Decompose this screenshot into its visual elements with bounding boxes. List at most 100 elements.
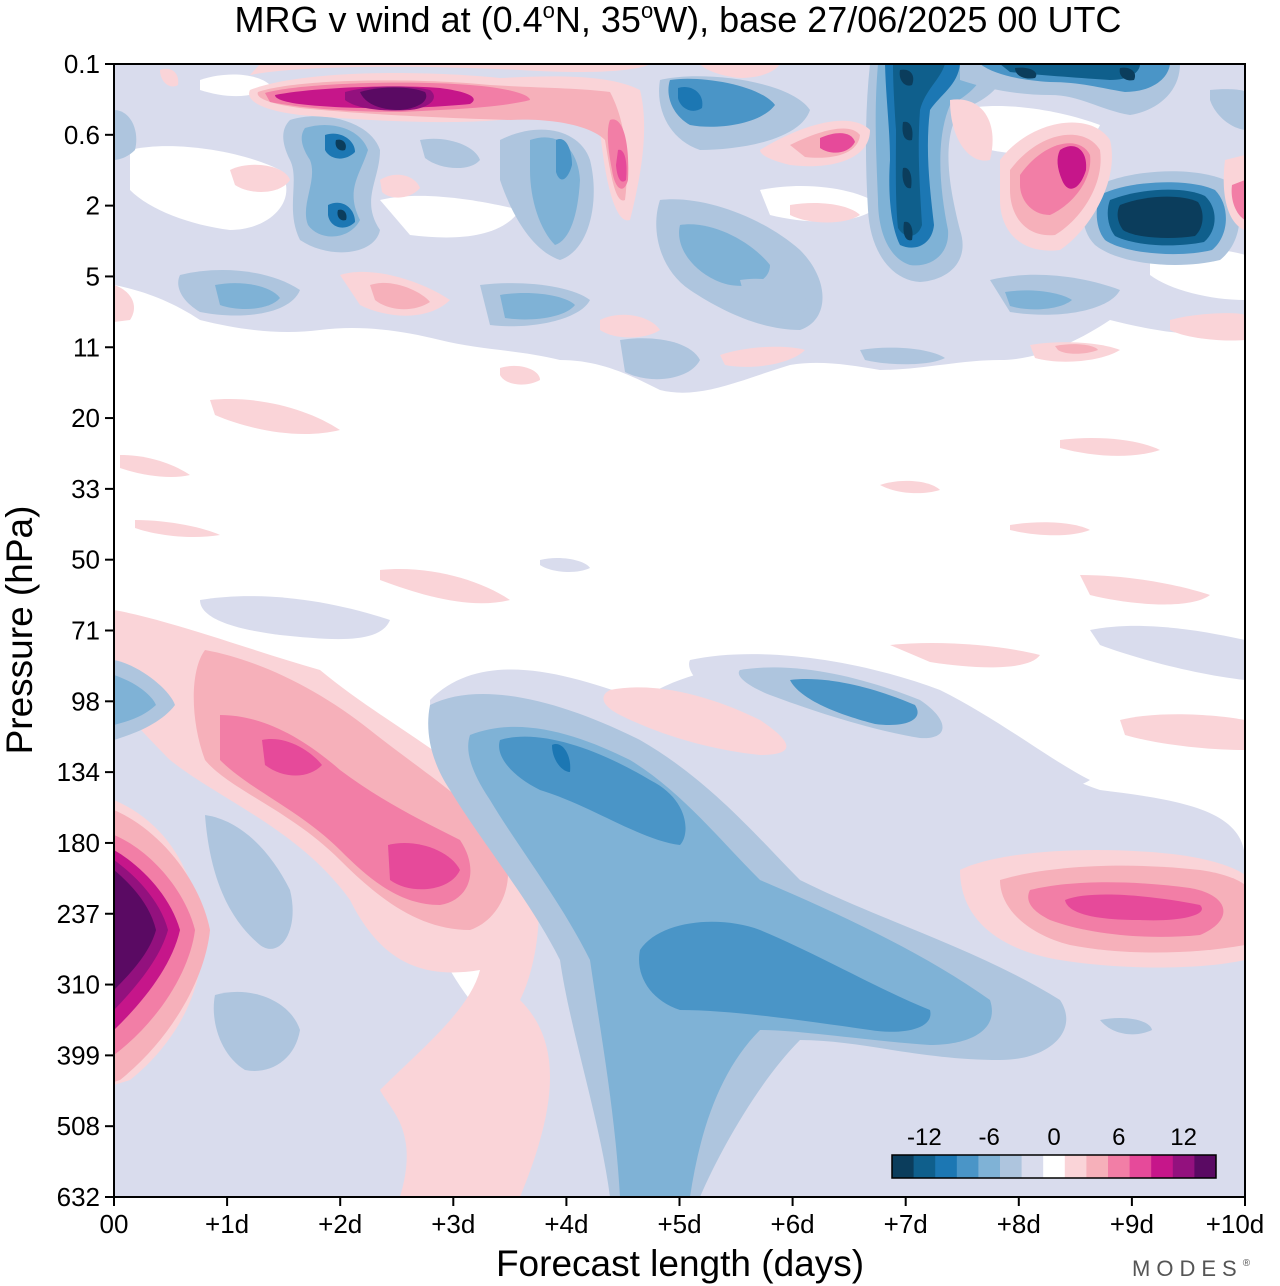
colorbar-swatch — [1194, 1155, 1217, 1178]
contour-pos-1 — [1080, 575, 1210, 605]
contour-neg-5 — [678, 86, 703, 111]
colorbar-swatch — [913, 1155, 936, 1178]
contour-neg-7 — [902, 167, 912, 189]
contour-neg-2 — [740, 278, 810, 318]
colorbar-label: 12 — [1170, 1124, 1197, 1151]
contour-pos-3 — [1231, 180, 1245, 220]
contour-neg-1 — [1090, 625, 1245, 680]
x-tick-label: +4d — [544, 1209, 588, 1239]
y-axis-title: Pressure (hPa) — [0, 506, 40, 755]
contour-neg-2 — [114, 110, 137, 160]
contour-neg-4 — [639, 921, 931, 1032]
x-tick-label: +8d — [997, 1209, 1041, 1239]
contour-neg-2 — [213, 991, 300, 1071]
colorbar-swatch — [1151, 1155, 1174, 1178]
chart-title: MRG v wind at (0.4oN, 35oW), base 27/06/… — [235, 0, 1122, 40]
contour-neg-2 — [1100, 1018, 1152, 1035]
y-tick-label: 0.1 — [64, 49, 100, 79]
contour-pos-7 — [360, 87, 427, 110]
x-tick-label: +10d — [1206, 1209, 1265, 1239]
colorbar-swatch — [1086, 1155, 1109, 1178]
contour-neg-7 — [1015, 67, 1037, 79]
contour-pos-1 — [1120, 714, 1245, 750]
colorbar-swatch — [935, 1155, 958, 1178]
contour-neg-3 — [114, 675, 156, 725]
contour-pos-1 — [1010, 522, 1090, 536]
y-tick-label: 11 — [73, 332, 100, 362]
y-tick-label: 310 — [57, 970, 100, 1000]
contour-neg-7 — [1117, 196, 1203, 238]
contour-pos-1 — [120, 455, 190, 478]
colorbar-swatch — [1129, 1155, 1152, 1178]
x-tick-label: +1d — [205, 1209, 249, 1239]
contour-neg-1 — [200, 596, 390, 640]
colorbar-swatch — [1021, 1155, 1044, 1178]
x-tick-label: +3d — [431, 1209, 475, 1239]
contour-pos-1 — [250, 64, 650, 75]
contour-pos-1 — [880, 480, 940, 494]
y-tick-label: 134 — [57, 757, 100, 787]
x-axis: 00 +1d +2d +3d +4d +5d +6d +7d +8d +9d +10d — [100, 1197, 1265, 1239]
y-tick-label: 20 — [71, 403, 100, 433]
colorbar-frame — [891, 1154, 1217, 1179]
contour-pos-1 — [600, 314, 660, 338]
y-tick-label: 71 — [71, 616, 100, 646]
contour-neg-4 — [790, 679, 918, 726]
contour-neg-3 — [679, 224, 770, 286]
contour-neg-7 — [902, 121, 913, 141]
colorbar: -12 -6 0 6 12 — [891, 1124, 1217, 1179]
brand-label: MODES® — [1132, 1256, 1256, 1281]
colorbar-swatch — [1172, 1155, 1195, 1178]
contour-neg-4 — [499, 736, 686, 845]
y-tick-label: 237 — [57, 899, 100, 929]
x-tick-label: +2d — [318, 1209, 362, 1239]
contour-neg-3 — [215, 283, 280, 310]
contour-pos-1 — [700, 64, 780, 78]
contour-pos-1 — [603, 687, 787, 755]
colorbar-label: 6 — [1112, 1124, 1125, 1151]
contour-neg-3 — [500, 293, 575, 320]
contour-neg-7 — [1119, 67, 1136, 81]
contour-neg-2 — [860, 347, 945, 365]
contour-neg-5 — [552, 744, 571, 772]
x-tick-label: +9d — [1110, 1209, 1154, 1239]
y-tick-label: 632 — [57, 1182, 100, 1212]
contour-pos-1 — [380, 174, 420, 198]
contour-pos-1 — [950, 99, 993, 161]
y-tick-label: 399 — [57, 1040, 100, 1070]
x-axis-title: Forecast length (days) — [496, 1243, 864, 1284]
contour-neg-7 — [903, 221, 913, 241]
contour-pos-1 — [135, 520, 220, 538]
y-tick-label: 0.6 — [64, 120, 100, 150]
contour-pos-1 — [1170, 313, 1245, 341]
y-tick-label: 50 — [71, 545, 100, 575]
y-tick-label: 508 — [57, 1111, 100, 1141]
contour-neg-1 — [114, 648, 470, 1197]
contour-pos-1 — [1060, 438, 1160, 456]
contour-pos-2 — [1055, 344, 1098, 354]
contour-pos-1 — [114, 285, 135, 322]
contour-neg-2 — [205, 815, 293, 949]
contour-neg-3 — [1005, 290, 1072, 310]
contour-pos-1 — [790, 203, 860, 223]
contour-pos-2 — [370, 282, 430, 310]
colorbar-label: -12 — [907, 1124, 942, 1151]
y-tick-label: 98 — [71, 686, 100, 716]
colorbar-swatch — [1108, 1155, 1131, 1178]
contour-pos-1 — [720, 346, 805, 367]
contour-field — [114, 64, 1245, 1197]
colorbar-label: 0 — [1047, 1124, 1060, 1151]
x-tick-label: +5d — [657, 1209, 701, 1239]
contour-neg-1 — [540, 557, 590, 572]
contour-pos-4 — [262, 739, 322, 776]
x-tick-label: 00 — [100, 1209, 129, 1239]
contour-pos-1 — [230, 164, 290, 192]
contour-neg-6 — [893, 64, 945, 236]
contour-pos-4 — [616, 149, 627, 182]
contour-pos-7 — [114, 870, 156, 990]
y-tick-label: 33 — [71, 474, 100, 504]
contour-pos-5 — [1057, 146, 1087, 189]
colorbar-swatch — [1043, 1155, 1066, 1178]
y-tick-label: 5 — [86, 261, 100, 291]
